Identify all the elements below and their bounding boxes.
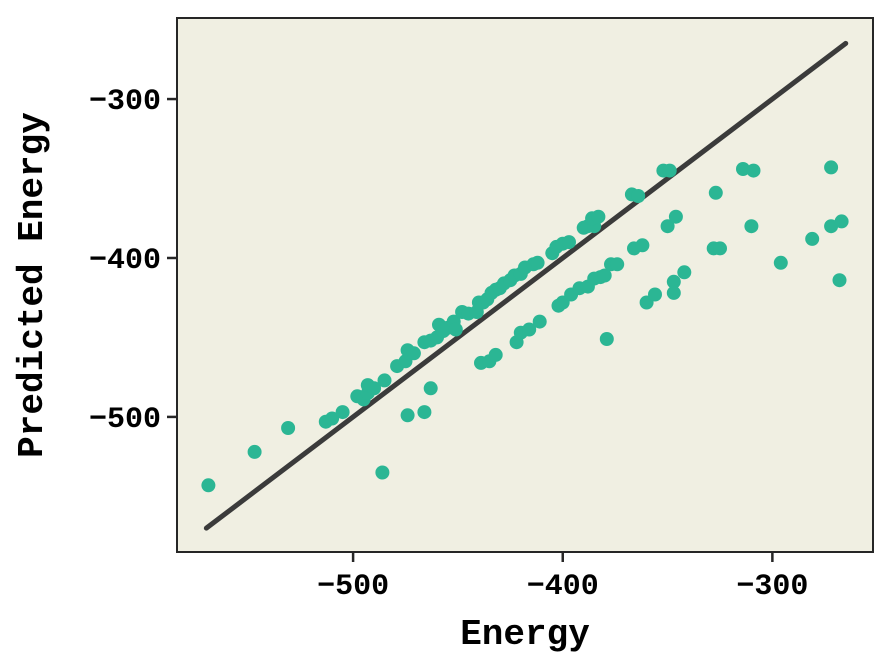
data-point — [635, 238, 650, 253]
y-axis-ticks: −500 −400 −300 — [89, 85, 176, 437]
data-point — [746, 163, 761, 178]
data-point — [834, 214, 849, 229]
data-point — [377, 373, 392, 388]
data-point — [677, 265, 692, 280]
data-point — [713, 241, 727, 256]
data-point — [736, 162, 750, 176]
x-tick-label: −300 — [736, 570, 808, 604]
data-point — [423, 381, 438, 396]
data-point — [367, 381, 382, 396]
x-axis-ticks: −500 −400 −300 — [317, 553, 808, 604]
data-point — [530, 255, 545, 270]
axes-spines — [176, 17, 874, 553]
x-tick-label: −500 — [317, 570, 389, 604]
data-point — [562, 235, 576, 250]
data-point — [666, 285, 681, 300]
identity-line — [203, 40, 849, 531]
data-point — [488, 347, 503, 362]
data-point — [660, 219, 675, 234]
data-point — [744, 219, 759, 234]
data-point — [375, 465, 390, 480]
data-point — [417, 405, 432, 420]
x-tick-label: −400 — [527, 570, 599, 604]
data-point — [805, 231, 820, 246]
data-point — [400, 408, 415, 423]
data-point — [406, 346, 421, 361]
data-point — [599, 332, 614, 346]
y-axis-label: Predicted Energy — [12, 112, 53, 458]
data-point — [247, 444, 262, 459]
data-point — [824, 219, 839, 234]
data-point — [532, 314, 547, 329]
data-point — [335, 405, 350, 420]
x-axis-label: Energy — [460, 614, 590, 655]
data-point — [448, 322, 463, 337]
data-point — [708, 185, 723, 200]
data-point — [662, 163, 677, 178]
data-point — [522, 322, 537, 337]
y-tick-label: −400 — [89, 244, 161, 278]
scatter-points — [201, 160, 849, 493]
data-point — [325, 411, 340, 426]
identity-line-segment — [203, 40, 849, 531]
data-point — [631, 189, 646, 203]
y-tick-label: −500 — [89, 403, 161, 437]
data-point — [648, 287, 662, 302]
data-point — [591, 209, 606, 224]
data-point — [610, 257, 625, 272]
data-point — [666, 274, 681, 289]
data-point — [597, 268, 612, 283]
data-point — [201, 478, 216, 493]
data-point — [773, 255, 788, 270]
data-point — [668, 209, 683, 224]
data-point — [281, 421, 296, 435]
y-tick-label: −300 — [89, 85, 161, 119]
data-point — [832, 273, 847, 288]
data-point — [824, 160, 839, 175]
